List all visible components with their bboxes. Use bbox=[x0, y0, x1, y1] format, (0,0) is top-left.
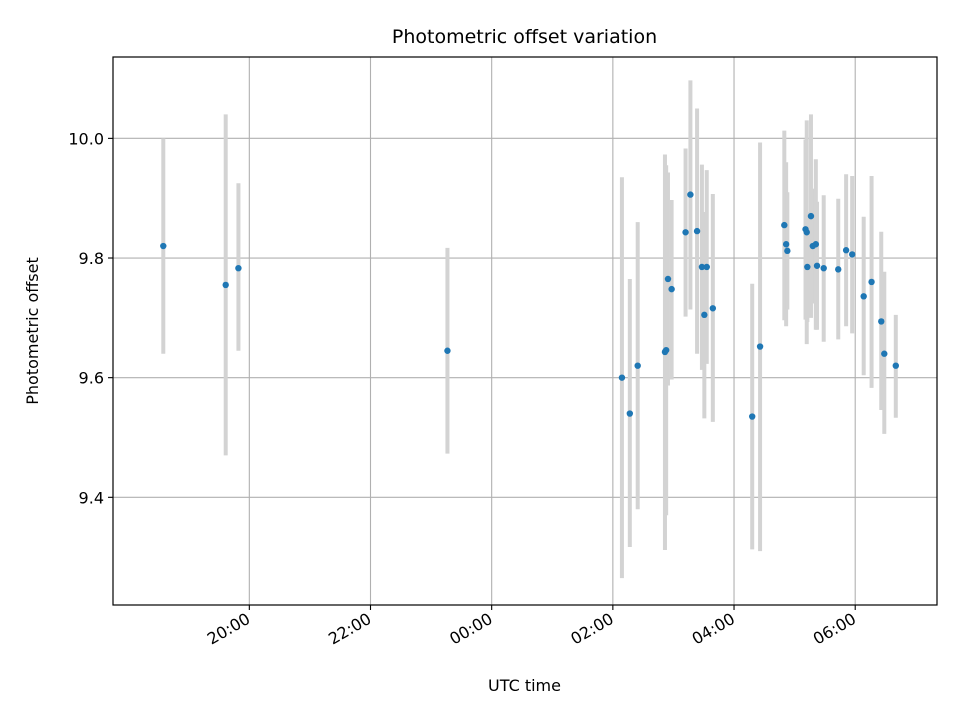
grid bbox=[113, 57, 937, 605]
data-point bbox=[813, 262, 821, 269]
x-axis-label: UTC time bbox=[488, 676, 561, 695]
data-point bbox=[664, 275, 672, 283]
y-tick-label: 9.4 bbox=[79, 488, 104, 507]
data-point bbox=[812, 241, 820, 248]
y-tick-label: 9.8 bbox=[79, 249, 104, 268]
data-point bbox=[662, 346, 670, 354]
data-point bbox=[807, 212, 815, 220]
y-axis-label: Photometric offset bbox=[23, 257, 42, 405]
data-point bbox=[634, 362, 641, 369]
data-point bbox=[668, 285, 675, 293]
data-point bbox=[881, 350, 888, 357]
data-point bbox=[848, 251, 856, 258]
data-point bbox=[892, 362, 899, 369]
plot-area-frame bbox=[112, 56, 938, 606]
data-point bbox=[835, 266, 842, 273]
data-point bbox=[820, 264, 827, 272]
y-tick-label: 10.0 bbox=[68, 129, 104, 148]
data-point bbox=[756, 343, 764, 350]
data-point bbox=[444, 347, 451, 354]
y-tick-label: 9.6 bbox=[79, 369, 104, 388]
data-point bbox=[693, 227, 701, 235]
data-point bbox=[626, 410, 634, 417]
data-point bbox=[784, 247, 791, 255]
data-point bbox=[687, 191, 694, 198]
data-point bbox=[235, 264, 242, 272]
data-point bbox=[804, 263, 811, 271]
data-point bbox=[842, 247, 850, 254]
chart-title: Photometric offset variation bbox=[392, 26, 657, 48]
data-point bbox=[803, 229, 810, 236]
data-point bbox=[703, 263, 710, 271]
data-point bbox=[749, 413, 756, 420]
data-points bbox=[160, 191, 899, 420]
data-point bbox=[618, 374, 626, 381]
data-point bbox=[160, 242, 167, 250]
data-point bbox=[782, 241, 790, 248]
data-point bbox=[878, 318, 885, 325]
data-point bbox=[781, 221, 788, 229]
data-point bbox=[222, 281, 229, 289]
data-point bbox=[701, 311, 708, 319]
data-point bbox=[682, 229, 689, 236]
data-point bbox=[698, 263, 706, 271]
data-point bbox=[868, 278, 875, 286]
data-point bbox=[860, 293, 867, 300]
data-point bbox=[709, 305, 717, 312]
